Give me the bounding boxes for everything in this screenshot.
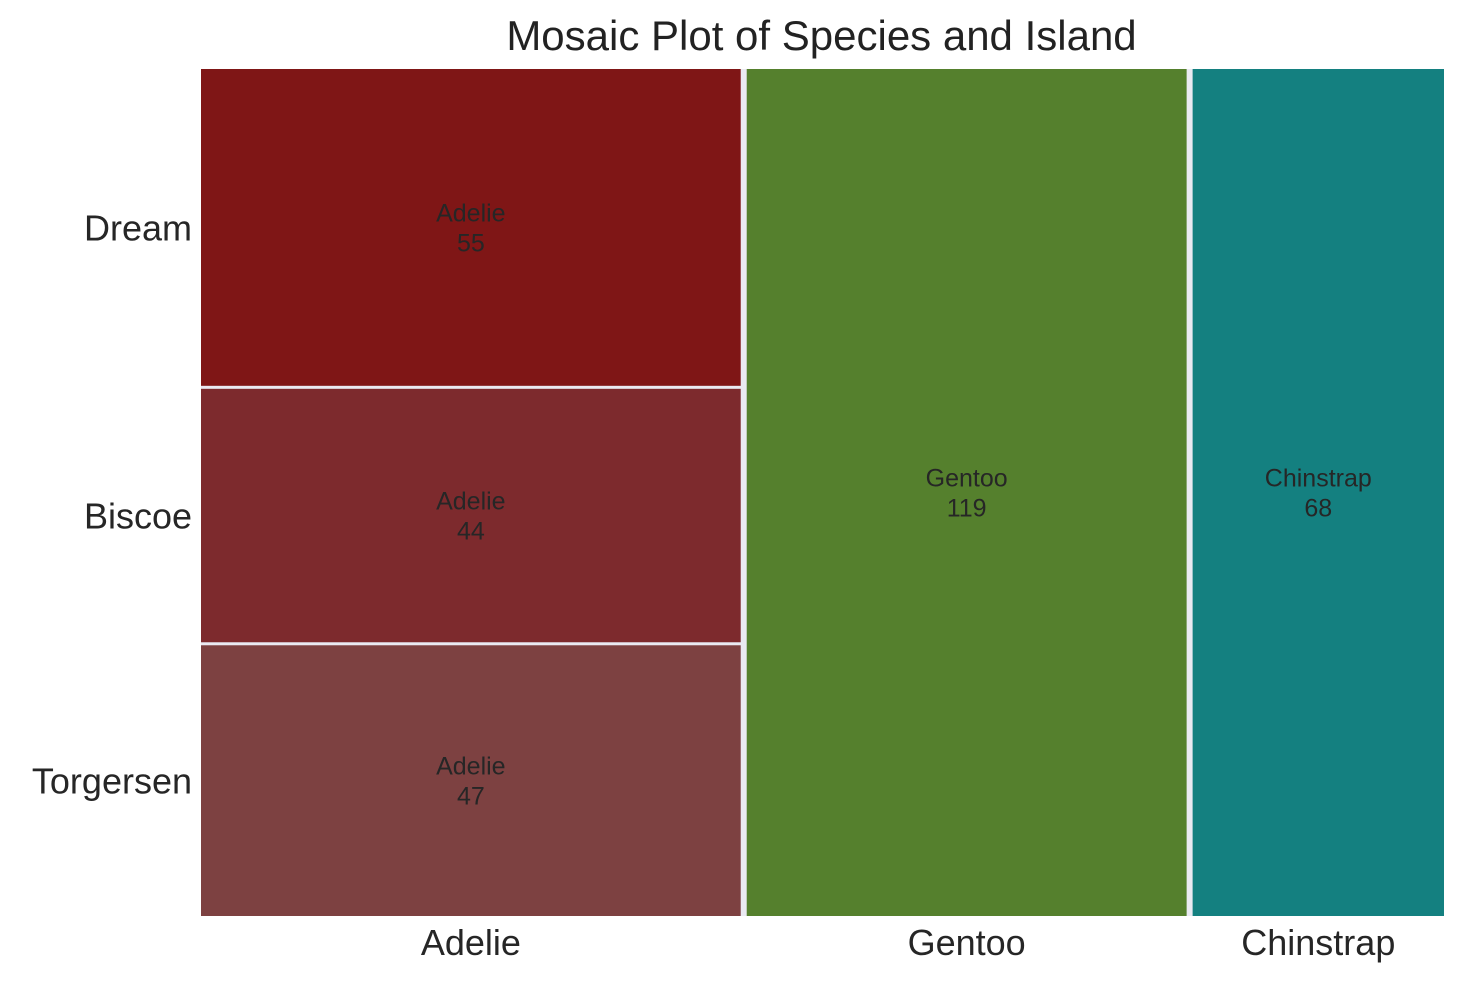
y-tick-label-dream: Dream	[84, 207, 192, 248]
y-tick-label-biscoe: Biscoe	[84, 496, 192, 537]
tile-label-count: 68	[1304, 495, 1332, 523]
tile-label-count: 44	[457, 518, 485, 546]
mosaic-tile-adelie-dream	[201, 69, 741, 386]
tile-label-species: Adelie	[436, 199, 506, 227]
tile-label-species: Gentoo	[926, 465, 1008, 493]
tile-label-species: Chinstrap	[1265, 465, 1372, 493]
x-tick-label-adelie: Adelie	[421, 922, 521, 963]
mosaic-tile-adelie-biscoe	[201, 388, 741, 643]
mosaic-tile-gentoo-biscoe	[746, 69, 1187, 916]
mosaic-tile-chinstrap-dream	[1192, 69, 1444, 916]
x-tick-label-gentoo: Gentoo	[908, 922, 1026, 963]
y-tick-label-torgersen: Torgersen	[32, 761, 192, 802]
chart-title: Mosaic Plot of Species and Island	[506, 12, 1137, 59]
tile-label-species: Adelie	[436, 753, 506, 781]
x-tick-label-chinstrap: Chinstrap	[1241, 922, 1395, 963]
tile-label-count: 119	[947, 495, 987, 523]
tile-label-count: 47	[457, 783, 485, 811]
tile-label-species: Adelie	[436, 488, 506, 516]
mosaic-tile-adelie-torgersen	[201, 645, 741, 916]
tile-label-count: 55	[457, 229, 485, 257]
